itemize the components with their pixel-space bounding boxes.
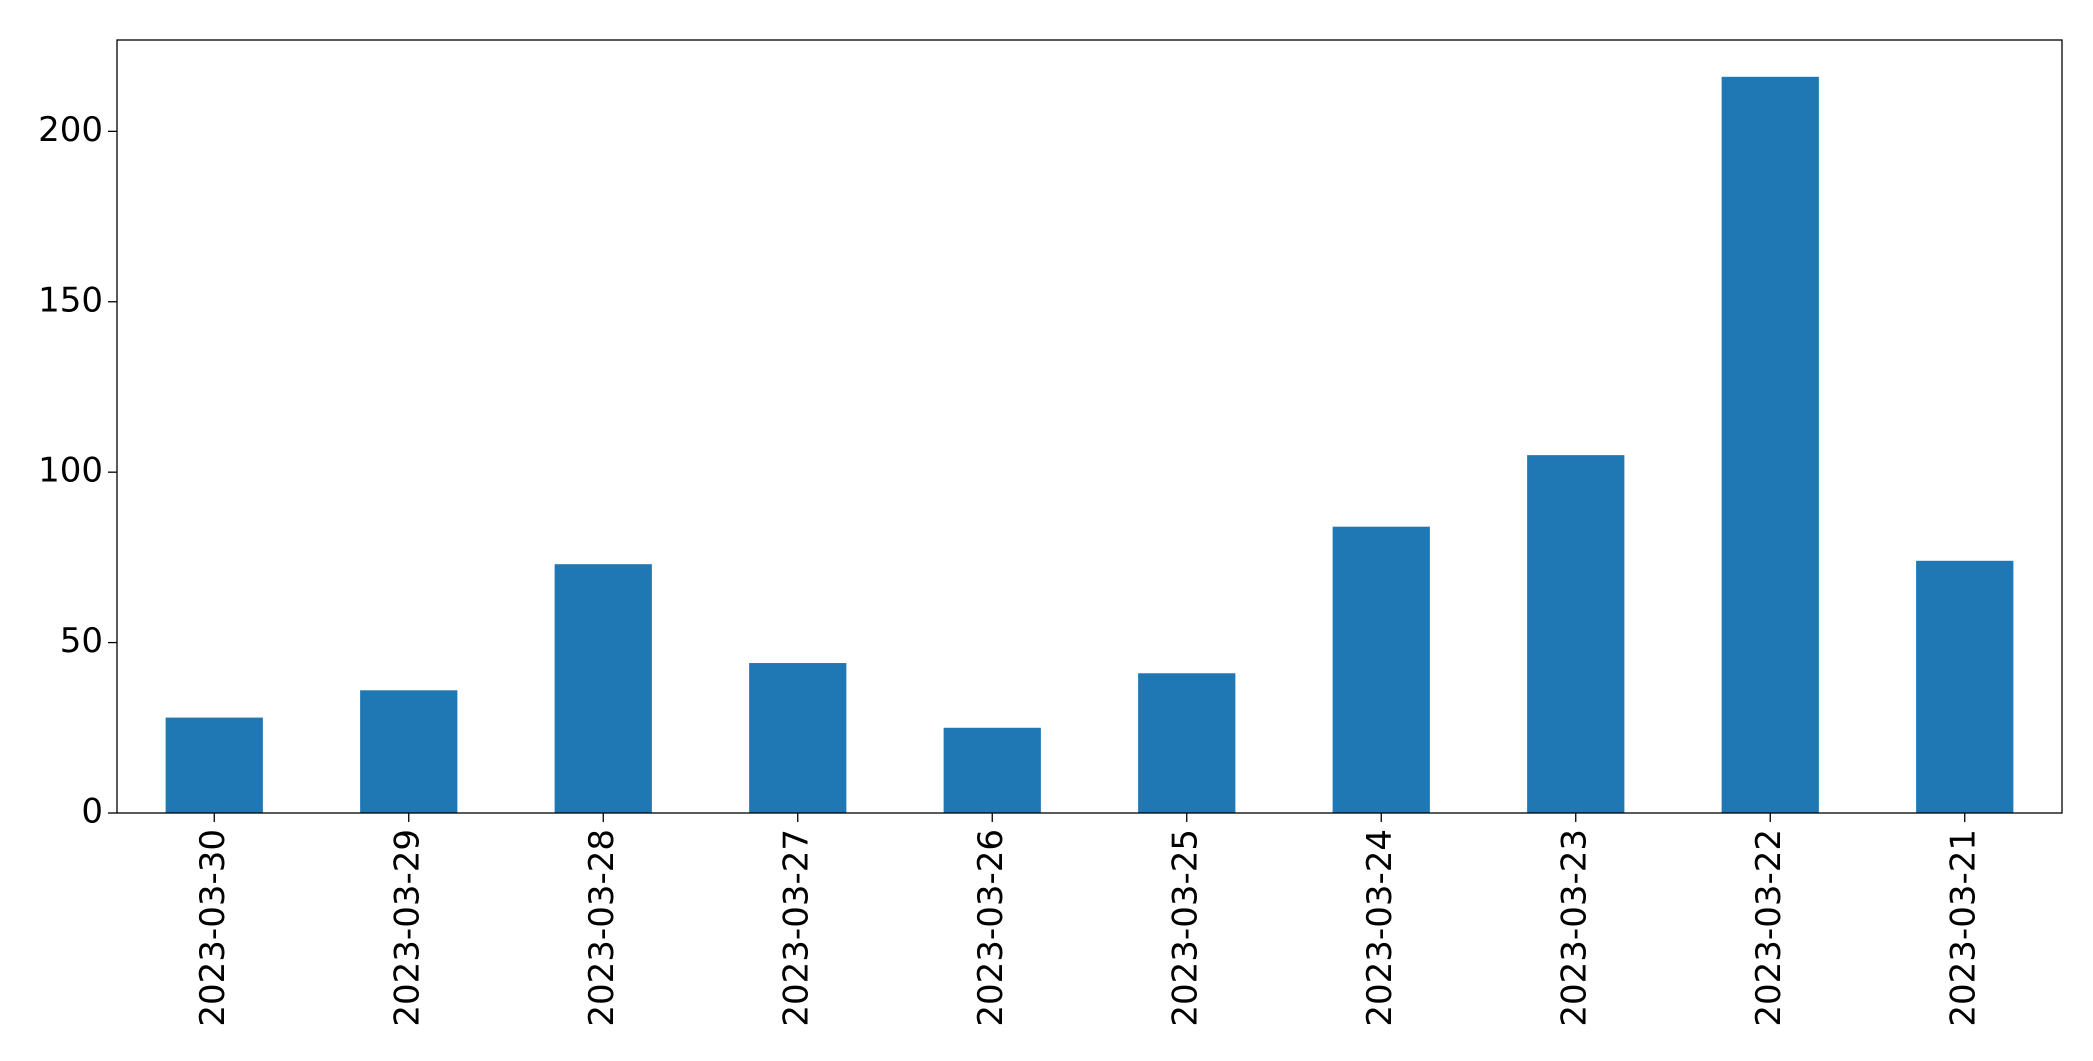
x-tick-label: 2023-03-27 [776, 829, 816, 1027]
x-tick-label: 2023-03-23 [1554, 829, 1594, 1027]
bar [749, 663, 847, 813]
x-tick-label: 2023-03-21 [1943, 829, 1983, 1027]
bar [1527, 455, 1625, 813]
x-tick-label: 2023-03-22 [1749, 829, 1789, 1027]
x-tick-label: 2023-03-25 [1165, 829, 1205, 1027]
bar [1332, 526, 1430, 813]
x-tick-label: 2023-03-26 [971, 829, 1011, 1027]
bar [1721, 76, 1819, 814]
bar [165, 717, 263, 813]
x-tick-label: 2023-03-29 [387, 829, 427, 1027]
bar [1138, 673, 1236, 813]
bar [554, 564, 652, 813]
x-tick-label: 2023-03-30 [193, 829, 233, 1027]
bar [943, 727, 1041, 813]
y-tick-label: 150 [38, 280, 103, 320]
y-tick-label: 100 [38, 451, 103, 491]
bar [1916, 560, 2014, 813]
x-tick-label: 2023-03-24 [1360, 829, 1400, 1027]
y-tick-label: 50 [60, 621, 103, 661]
y-tick-label: 200 [38, 110, 103, 150]
y-tick-label: 0 [81, 792, 103, 832]
axes-frame [116, 39, 2063, 814]
bar [360, 690, 458, 813]
x-tick-label: 2023-03-28 [582, 829, 622, 1027]
